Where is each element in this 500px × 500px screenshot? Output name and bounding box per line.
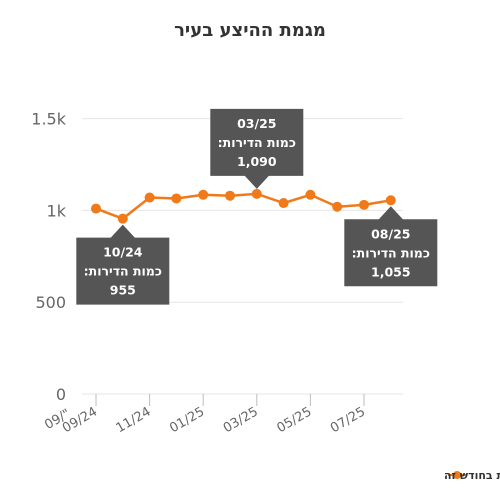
y-tick-label: 1k [47, 201, 67, 220]
y-tick-label: 1.5k [31, 110, 66, 129]
y-axis: 0 500 1k 1.5k [31, 110, 66, 404]
x-tick-label: 07/25 [328, 404, 368, 436]
tooltip-value: 1,090 [237, 154, 277, 169]
data-point[interactable] [225, 190, 235, 201]
tooltip-box [76, 224, 170, 305]
tooltip-label: כמות הדירות: [352, 245, 430, 260]
tooltip-label: כמות הדירות: [218, 135, 296, 150]
tooltip-date: 03/25 [237, 116, 276, 131]
tooltip-value: 1,055 [371, 264, 411, 279]
data-point[interactable] [332, 201, 343, 212]
series-line [95, 192, 392, 220]
data-point[interactable] [359, 199, 369, 210]
tooltip-date: 08/25 [371, 226, 410, 241]
data-point[interactable] [278, 198, 289, 209]
data-point[interactable] [91, 203, 101, 214]
tooltip-label: כמות הדירות: [84, 264, 162, 279]
tooltip-box [344, 206, 438, 287]
tooltip: 10/24 כמות הדירות: 955 [76, 224, 170, 305]
tooltip-layer: 03/25 כמות הדירות: 1,090 10/24 כמות הדירות: 9… [76, 108, 438, 305]
data-point[interactable] [251, 188, 262, 199]
series-layer [91, 188, 396, 224]
y-tick-label: 0 [56, 385, 66, 404]
data-point[interactable] [171, 193, 182, 204]
chart-title: מגמת ההיצע בעיר [174, 20, 326, 41]
data-point[interactable] [198, 189, 209, 200]
tooltip-box [210, 108, 304, 189]
tooltip: 08/25 כמות הדירות: 1,055 [344, 206, 438, 287]
x-tick-label: 11/24 [114, 404, 154, 436]
tooltip: 03/25 כמות הדירות: 1,090 [210, 108, 304, 189]
legend-marker-swatch [453, 471, 461, 479]
x-tick-label: 05/25 [274, 404, 314, 436]
y-tick-label: 500 [35, 293, 66, 312]
legend[interactable]: כמות הדירות המוצעות בחודש זה [444, 469, 500, 482]
tooltip-date: 10/24 [103, 245, 143, 260]
tooltip-value: 955 [110, 283, 136, 298]
data-point[interactable] [144, 192, 155, 203]
x-tick-label: 03/25 [221, 404, 261, 436]
data-point[interactable] [385, 195, 396, 206]
data-point[interactable] [117, 213, 128, 224]
x-tick-label: 01/25 [167, 404, 207, 436]
legend-label: כמות הדירות המוצעות בחודש זה [444, 469, 500, 482]
data-point[interactable] [305, 189, 316, 200]
